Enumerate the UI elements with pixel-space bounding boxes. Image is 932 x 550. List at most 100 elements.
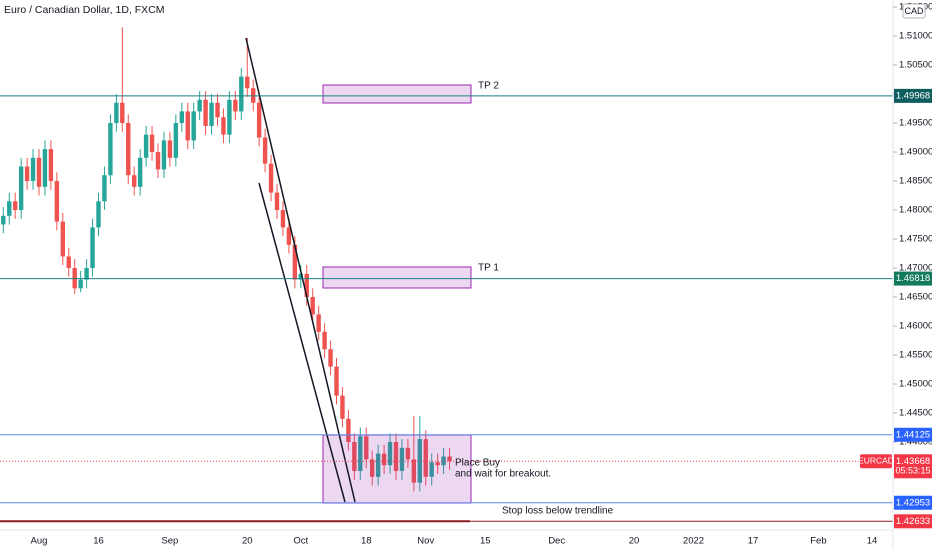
candle-body — [132, 175, 137, 187]
price-label-bg — [894, 514, 932, 529]
currency: CAD — [904, 6, 924, 16]
x-tick-label: Sep — [161, 536, 178, 547]
x-tick-label: Oct — [293, 536, 308, 547]
trendline — [258, 182, 346, 503]
price-label-bg — [894, 454, 932, 479]
candle-body — [423, 439, 428, 477]
candle-body — [1, 215, 6, 225]
candle-body — [286, 227, 292, 245]
y-tick-label: 1.44000 — [899, 437, 932, 448]
candle-body — [334, 366, 339, 396]
candle-body — [108, 123, 113, 176]
candle-body — [54, 181, 60, 222]
price-label: 1.42633 — [896, 516, 930, 527]
candle-body — [7, 201, 12, 216]
x-tick-label: Dec — [548, 536, 565, 547]
annotation: TP 2 — [478, 81, 499, 92]
candle-body — [399, 447, 405, 472]
price-label-bg — [894, 427, 932, 442]
candle-body — [435, 462, 440, 466]
y-tick-label: 1.45000 — [899, 379, 932, 390]
candle-body — [90, 227, 95, 269]
x-tick-label: 20 — [242, 536, 253, 547]
countdown: 05:53:15 — [895, 466, 930, 476]
price-label-bg — [894, 271, 932, 286]
candle-body — [221, 117, 226, 135]
candle-body — [340, 395, 345, 419]
tp1-box — [322, 266, 472, 289]
candle-body — [310, 297, 315, 315]
candle-body — [304, 273, 309, 298]
candle-body — [381, 453, 387, 466]
candle-body — [256, 102, 262, 138]
candle-body — [239, 76, 244, 112]
price-label: 1.44125 — [896, 429, 930, 440]
candle-body — [364, 436, 369, 460]
candle-body — [274, 192, 280, 211]
price-label: 1.46818 — [896, 273, 930, 284]
candle-body — [387, 442, 393, 466]
candle-body — [209, 102, 214, 126]
candle-body — [30, 157, 36, 182]
candle-body — [143, 134, 149, 158]
candle-body — [447, 456, 452, 462]
x-tick-label: 16 — [93, 536, 104, 547]
annotation: Place Buy — [455, 458, 500, 469]
candle-body — [84, 268, 89, 280]
candle-body — [280, 210, 286, 228]
y-tick-label: 1.50500 — [899, 60, 932, 71]
candle-body — [102, 175, 107, 202]
candle-body — [24, 166, 30, 182]
candle-body — [215, 102, 220, 118]
candle-body — [411, 459, 417, 483]
x-tick-label: 17 — [748, 536, 759, 547]
candle-body — [96, 201, 101, 228]
y-tick-label: 1.49500 — [899, 118, 932, 129]
price-label: 1.42953 — [896, 497, 930, 508]
candle-body — [375, 453, 381, 477]
y-tick-label: 1.47500 — [899, 234, 932, 245]
candle-body — [173, 123, 179, 158]
entry-box — [322, 434, 472, 504]
annotation: TP 1 — [478, 263, 499, 274]
symbol-label: EURCAD — [858, 456, 894, 466]
candle-body — [60, 221, 65, 257]
candle-body — [13, 201, 18, 211]
candle-body — [292, 244, 298, 280]
y-tick-label: 1.47000 — [899, 263, 932, 274]
x-tick-label: 14 — [867, 536, 878, 547]
candle-body — [126, 123, 131, 176]
x-tick-label: Nov — [417, 536, 434, 547]
candle-body — [185, 111, 190, 141]
candle-body — [346, 418, 351, 443]
price-label: 1.49968 — [896, 90, 930, 101]
trendline — [245, 37, 356, 503]
x-tick-label: Aug — [31, 536, 48, 547]
candle-body — [417, 439, 422, 483]
candle-body — [179, 111, 184, 124]
annotation: and wait for breakout. — [455, 469, 551, 480]
candle-body — [36, 157, 42, 187]
candle-body — [161, 140, 167, 170]
y-tick-label: 1.49000 — [899, 147, 932, 158]
candle-body — [262, 137, 268, 164]
candle-body — [370, 459, 375, 477]
candle-body — [18, 166, 24, 211]
candle-body — [245, 76, 250, 89]
candle-body — [78, 279, 83, 289]
annotation: Stop loss below trendline — [502, 506, 614, 517]
candle-body — [48, 149, 54, 182]
y-tick-label: 1.46500 — [899, 292, 932, 303]
chart-title: Euro / Canadian Dollar, 1D, FXCM — [4, 4, 164, 16]
candle-body — [328, 349, 333, 367]
y-tick-label: 1.48500 — [899, 176, 932, 187]
x-tick-label: 20 — [629, 536, 640, 547]
y-tick-label: 1.48000 — [899, 205, 932, 216]
candle-body — [298, 273, 303, 280]
tp2-box — [322, 84, 472, 104]
candle-body — [358, 436, 363, 472]
candle-body — [42, 149, 48, 187]
candle-body — [120, 102, 125, 124]
candle-body — [66, 256, 71, 269]
